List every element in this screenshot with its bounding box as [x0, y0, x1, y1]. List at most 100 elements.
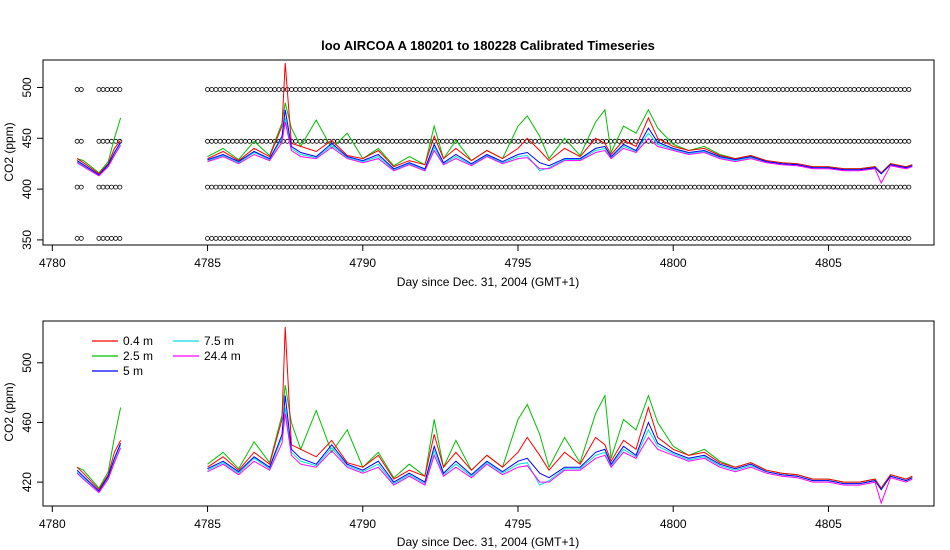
- reference-point: [688, 87, 693, 92]
- bottom-series-24-4-m: [76, 413, 913, 505]
- reference-point: [633, 235, 639, 241]
- reference-point: [688, 235, 693, 241]
- reference-point: [889, 138, 895, 144]
- reference-point: [360, 138, 366, 144]
- reference-point: [818, 184, 824, 190]
- reference-point: [788, 184, 794, 190]
- reference-point: [381, 184, 387, 190]
- reference-point: [751, 184, 756, 190]
- reference-point: [759, 184, 765, 190]
- reference-point: [620, 184, 626, 190]
- reference-point: [511, 235, 517, 241]
- reference-point: [423, 138, 429, 144]
- reference-point: [373, 235, 378, 241]
- reference-point: [419, 235, 425, 241]
- reference-point: [587, 138, 593, 144]
- reference-point: [242, 87, 248, 92]
- reference-point: [524, 235, 530, 241]
- reference-point: [898, 235, 903, 241]
- bottom-y-axis: 420 460 500: [20, 352, 44, 492]
- reference-point: [620, 87, 626, 92]
- reference-point: [221, 235, 227, 241]
- reference-point: [604, 184, 609, 190]
- reference-point: [490, 184, 496, 190]
- reference-point: [96, 235, 102, 241]
- reference-point: [616, 184, 622, 190]
- reference-point: [553, 184, 559, 190]
- reference-point: [507, 235, 513, 241]
- reference-point: [839, 138, 845, 144]
- reference-point: [515, 138, 521, 144]
- reference-point: [331, 87, 336, 92]
- reference-point: [524, 184, 530, 190]
- reference-point: [377, 235, 383, 241]
- reference-point: [898, 138, 903, 144]
- reference-point: [452, 87, 458, 92]
- reference-point: [868, 235, 874, 241]
- reference-point: [465, 138, 471, 144]
- reference-point: [675, 184, 681, 190]
- reference-point: [415, 184, 420, 190]
- reference-point: [251, 184, 257, 190]
- reference-point: [616, 138, 622, 144]
- reference-point: [377, 184, 383, 190]
- reference-point: [612, 235, 618, 241]
- reference-point: [562, 87, 567, 92]
- reference-point: [280, 235, 286, 241]
- top-series-24-4-m: [76, 121, 913, 185]
- reference-point: [667, 184, 672, 190]
- reference-point: [776, 138, 782, 144]
- reference-point: [78, 184, 84, 190]
- reference-points: [74, 87, 912, 241]
- reference-point: [486, 87, 492, 92]
- reference-point: [742, 184, 748, 190]
- reference-point: [528, 184, 534, 190]
- reference-point: [713, 87, 719, 92]
- reference-point: [440, 184, 446, 190]
- reference-point: [356, 184, 362, 190]
- legend-label: 24.4 m: [204, 349, 241, 363]
- reference-point: [864, 87, 870, 92]
- reference-point: [683, 235, 689, 241]
- reference-point: [578, 184, 584, 190]
- reference-point: [209, 87, 215, 92]
- reference-point: [898, 184, 903, 190]
- reference-point: [410, 235, 416, 241]
- reference-point: [751, 235, 756, 241]
- reference-point: [389, 87, 395, 92]
- reference-point: [717, 87, 723, 92]
- reference-point: [847, 184, 853, 190]
- reference-point: [406, 235, 412, 241]
- reference-point: [503, 138, 509, 144]
- reference-point: [255, 235, 261, 241]
- reference-point: [637, 87, 643, 92]
- reference-point: [612, 184, 618, 190]
- reference-point: [746, 87, 752, 92]
- reference-point: [74, 235, 80, 241]
- reference-point: [755, 138, 761, 144]
- reference-point: [343, 138, 349, 144]
- reference-point: [507, 87, 513, 92]
- reference-point: [650, 87, 656, 92]
- reference-point: [444, 87, 450, 92]
- reference-point: [314, 138, 320, 144]
- reference-point: [213, 138, 219, 144]
- reference-point: [352, 184, 357, 190]
- reference-point: [658, 184, 664, 190]
- reference-point: [889, 87, 895, 92]
- reference-point: [373, 87, 378, 92]
- reference-point: [536, 184, 542, 190]
- reference-point: [431, 235, 437, 241]
- reference-point: [230, 235, 236, 241]
- reference-point: [650, 235, 656, 241]
- top-y-tick-label: 450: [20, 128, 34, 148]
- reference-point: [242, 235, 248, 241]
- reference-point: [410, 138, 416, 144]
- reference-point: [629, 138, 635, 144]
- reference-point: [755, 87, 761, 92]
- reference-point: [713, 235, 719, 241]
- reference-point: [793, 138, 798, 144]
- reference-point: [788, 138, 794, 144]
- reference-point: [452, 184, 458, 190]
- reference-point: [709, 87, 714, 92]
